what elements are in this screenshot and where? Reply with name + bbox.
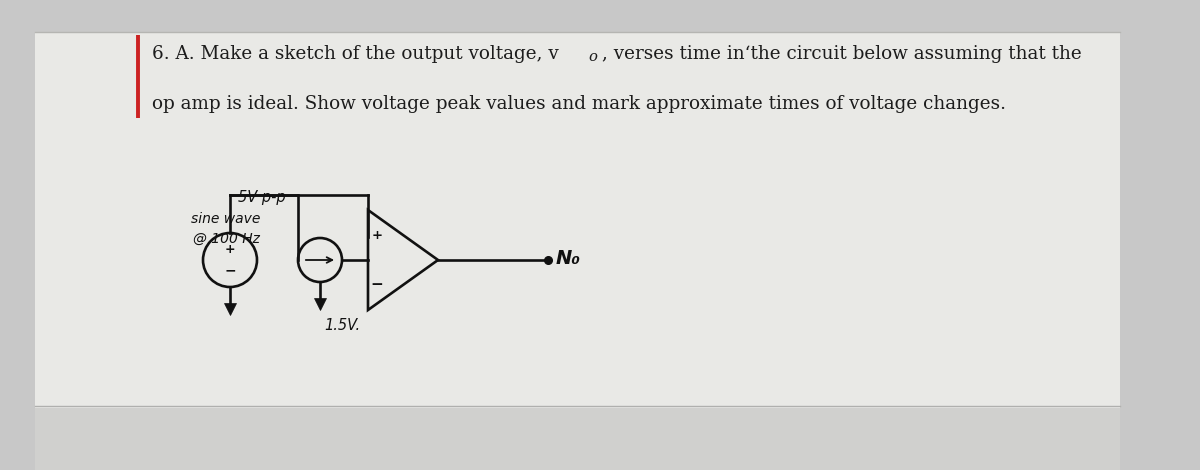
Text: 6. A. Make a sketch of the output voltage, v: 6. A. Make a sketch of the output voltag… [152,45,559,63]
Bar [35,408,1120,470]
Text: −: − [224,263,236,277]
Text: o: o [588,50,598,64]
Bar [35,33,1120,408]
Text: , verses time inʻthe circuit below assuming that the: , verses time inʻthe circuit below assum… [602,45,1081,63]
Text: @ 100 Hz: @ 100 Hz [192,232,259,246]
Text: +: + [372,229,383,242]
Text: +: + [224,243,235,257]
Text: sine wave: sine wave [191,212,260,226]
Text: op amp is ideal. Show voltage peak values and mark approximate times of voltage : op amp is ideal. Show voltage peak value… [152,95,1006,113]
Text: N₀: N₀ [556,249,581,267]
Text: 5V p-p: 5V p-p [238,190,286,205]
FancyBboxPatch shape [35,33,1120,408]
Text: −: − [371,277,383,292]
Text: 1.5V.: 1.5V. [324,318,360,333]
